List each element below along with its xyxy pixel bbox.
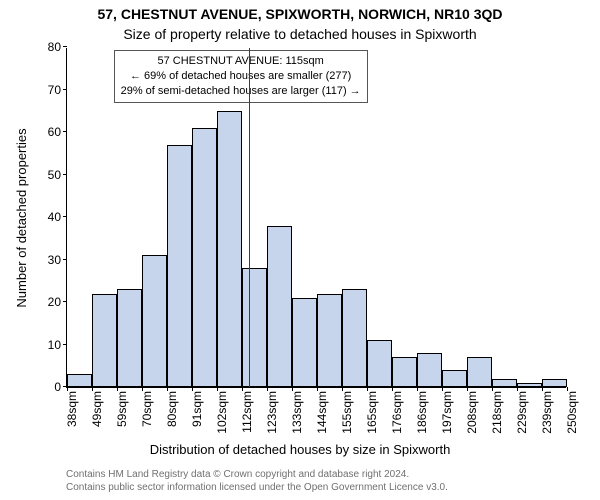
- x-tick-mark: [67, 387, 68, 391]
- y-tick-mark: [63, 301, 67, 302]
- page-title-address: 57, CHESTNUT AVENUE, SPIXWORTH, NORWICH,…: [0, 6, 600, 22]
- x-tick-mark: [567, 387, 568, 391]
- histogram-bar: [217, 111, 242, 387]
- x-tick-mark: [117, 387, 118, 391]
- y-tick-label: 20: [48, 295, 61, 309]
- histogram-bar: [267, 226, 292, 388]
- x-tick-mark: [142, 387, 143, 391]
- x-tick-mark: [542, 387, 543, 391]
- y-tick-mark: [63, 131, 67, 132]
- x-tick-label: 250sqm: [565, 391, 579, 434]
- x-tick-label: 91sqm: [190, 391, 204, 427]
- y-tick-mark: [63, 174, 67, 175]
- y-tick-mark: [63, 46, 67, 47]
- histogram-bar: [467, 357, 492, 387]
- histogram-bar: [192, 128, 217, 387]
- y-tick-label: 50: [48, 168, 61, 182]
- x-tick-mark: [392, 387, 393, 391]
- histogram-bar: [392, 357, 417, 387]
- footer-line-1: Contains HM Land Registry data © Crown c…: [66, 468, 448, 481]
- histogram-bar: [67, 374, 92, 387]
- y-tick-label: 0: [54, 380, 61, 394]
- x-tick-label: 197sqm: [440, 391, 454, 434]
- reference-line: [249, 48, 250, 387]
- x-tick-label: 208sqm: [465, 391, 479, 434]
- histogram-plot: 57 CHESTNUT AVENUE: 115sqm ← 69% of deta…: [66, 48, 566, 388]
- annotation-box: 57 CHESTNUT AVENUE: 115sqm ← 69% of deta…: [114, 50, 368, 103]
- x-axis-label: Distribution of detached houses by size …: [0, 442, 600, 457]
- x-tick-mark: [342, 387, 343, 391]
- footer-attribution: Contains HM Land Registry data © Crown c…: [66, 468, 448, 494]
- annotation-line-3: 29% of semi-detached houses are larger (…: [121, 84, 361, 99]
- histogram-bar: [92, 294, 117, 388]
- x-tick-label: 239sqm: [540, 391, 554, 434]
- x-tick-mark: [292, 387, 293, 391]
- y-tick-label: 70: [48, 83, 61, 97]
- chart-container: 57, CHESTNUT AVENUE, SPIXWORTH, NORWICH,…: [0, 0, 600, 500]
- x-tick-mark: [467, 387, 468, 391]
- x-tick-mark: [192, 387, 193, 391]
- y-tick-mark: [63, 344, 67, 345]
- x-tick-label: 133sqm: [290, 391, 304, 434]
- histogram-bar: [517, 383, 542, 387]
- x-tick-mark: [492, 387, 493, 391]
- x-tick-label: 165sqm: [365, 391, 379, 434]
- x-tick-mark: [217, 387, 218, 391]
- x-tick-label: 144sqm: [315, 391, 329, 434]
- histogram-bar: [117, 289, 142, 387]
- y-tick-label: 10: [48, 338, 61, 352]
- y-tick-label: 40: [48, 210, 61, 224]
- x-tick-label: 218sqm: [490, 391, 504, 434]
- y-axis-label: Number of detached properties: [14, 128, 29, 307]
- histogram-bar: [317, 294, 342, 388]
- y-tick-label: 60: [48, 125, 61, 139]
- histogram-bar: [342, 289, 367, 387]
- x-tick-mark: [267, 387, 268, 391]
- x-tick-label: 176sqm: [390, 391, 404, 434]
- x-tick-label: 49sqm: [90, 391, 104, 427]
- x-tick-label: 155sqm: [340, 391, 354, 434]
- x-tick-label: 102sqm: [215, 391, 229, 434]
- x-tick-label: 123sqm: [265, 391, 279, 434]
- histogram-bar: [542, 379, 567, 388]
- x-tick-label: 112sqm: [240, 391, 254, 433]
- histogram-bar: [492, 379, 517, 388]
- x-tick-mark: [242, 387, 243, 391]
- y-tick-mark: [63, 259, 67, 260]
- x-tick-mark: [167, 387, 168, 391]
- x-tick-mark: [92, 387, 93, 391]
- y-tick-label: 80: [48, 40, 61, 54]
- page-subtitle: Size of property relative to detached ho…: [0, 26, 600, 42]
- histogram-bar: [367, 340, 392, 387]
- footer-line-2: Contains public sector information licen…: [66, 481, 448, 494]
- x-tick-label: 70sqm: [140, 391, 154, 427]
- annotation-line-2: ← 69% of detached houses are smaller (27…: [121, 69, 361, 84]
- y-tick-mark: [63, 216, 67, 217]
- histogram-bar: [417, 353, 442, 387]
- x-tick-mark: [317, 387, 318, 391]
- x-tick-mark: [367, 387, 368, 391]
- y-tick-mark: [63, 89, 67, 90]
- x-tick-label: 59sqm: [115, 391, 129, 427]
- histogram-bar: [442, 370, 467, 387]
- x-tick-label: 38sqm: [65, 391, 79, 427]
- y-tick-label: 30: [48, 253, 61, 267]
- histogram-bar: [292, 298, 317, 387]
- x-tick-label: 80sqm: [165, 391, 179, 427]
- histogram-bar: [142, 255, 167, 387]
- histogram-bar: [167, 145, 192, 387]
- x-tick-label: 186sqm: [415, 391, 429, 434]
- histogram-bar: [242, 268, 267, 387]
- x-tick-mark: [442, 387, 443, 391]
- annotation-line-1: 57 CHESTNUT AVENUE: 115sqm: [121, 54, 361, 69]
- x-tick-mark: [517, 387, 518, 391]
- x-tick-label: 229sqm: [515, 391, 529, 434]
- x-tick-mark: [417, 387, 418, 391]
